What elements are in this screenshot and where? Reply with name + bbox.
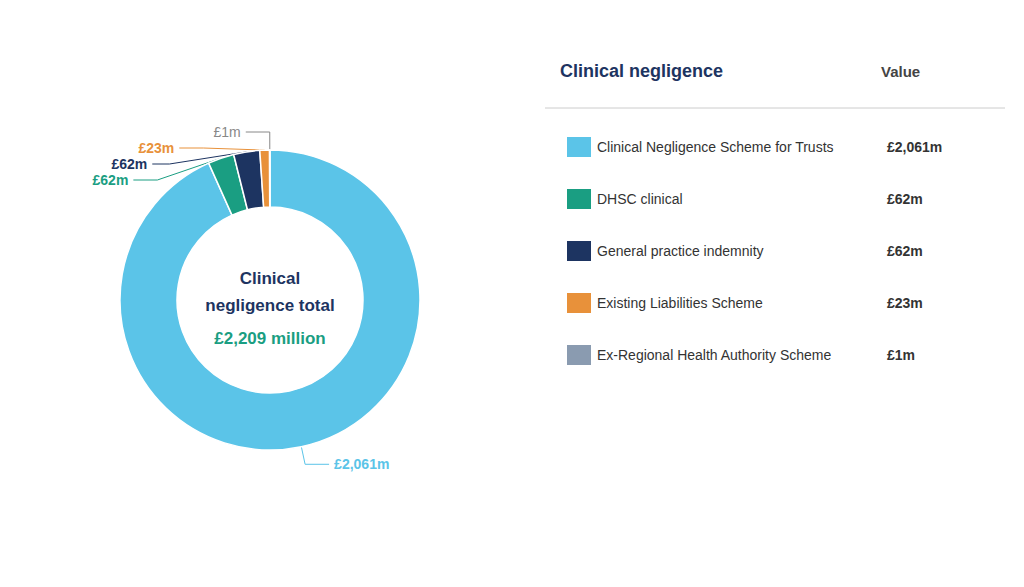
svg-text:£62m: £62m bbox=[93, 172, 129, 188]
svg-text:Clinical: Clinical bbox=[240, 269, 300, 288]
svg-text:£62m: £62m bbox=[887, 243, 923, 259]
svg-text:DHSC clinical: DHSC clinical bbox=[597, 191, 683, 207]
svg-text:£1m: £1m bbox=[887, 347, 915, 363]
svg-text:Clinical Negligence Scheme for: Clinical Negligence Scheme for Trusts bbox=[597, 139, 834, 155]
svg-text:£62m: £62m bbox=[111, 156, 147, 172]
svg-text:£23m: £23m bbox=[887, 295, 923, 311]
svg-text:£2,061m: £2,061m bbox=[887, 139, 942, 155]
svg-text:General practice indemnity: General practice indemnity bbox=[597, 243, 764, 259]
svg-text:negligence total: negligence total bbox=[205, 296, 334, 315]
svg-text:£1m: £1m bbox=[214, 124, 241, 140]
svg-text:£2,061m: £2,061m bbox=[334, 456, 389, 472]
svg-text:Ex-Regional Health Authority S: Ex-Regional Health Authority Scheme bbox=[597, 347, 831, 363]
svg-text:Value: Value bbox=[881, 63, 920, 80]
svg-text:Clinical negligence: Clinical negligence bbox=[560, 61, 723, 81]
svg-text:£2,209 million: £2,209 million bbox=[214, 329, 326, 348]
svg-text:£62m: £62m bbox=[887, 191, 923, 207]
svg-text:Existing Liabilities Scheme: Existing Liabilities Scheme bbox=[597, 295, 763, 311]
svg-text:£23m: £23m bbox=[138, 140, 174, 156]
